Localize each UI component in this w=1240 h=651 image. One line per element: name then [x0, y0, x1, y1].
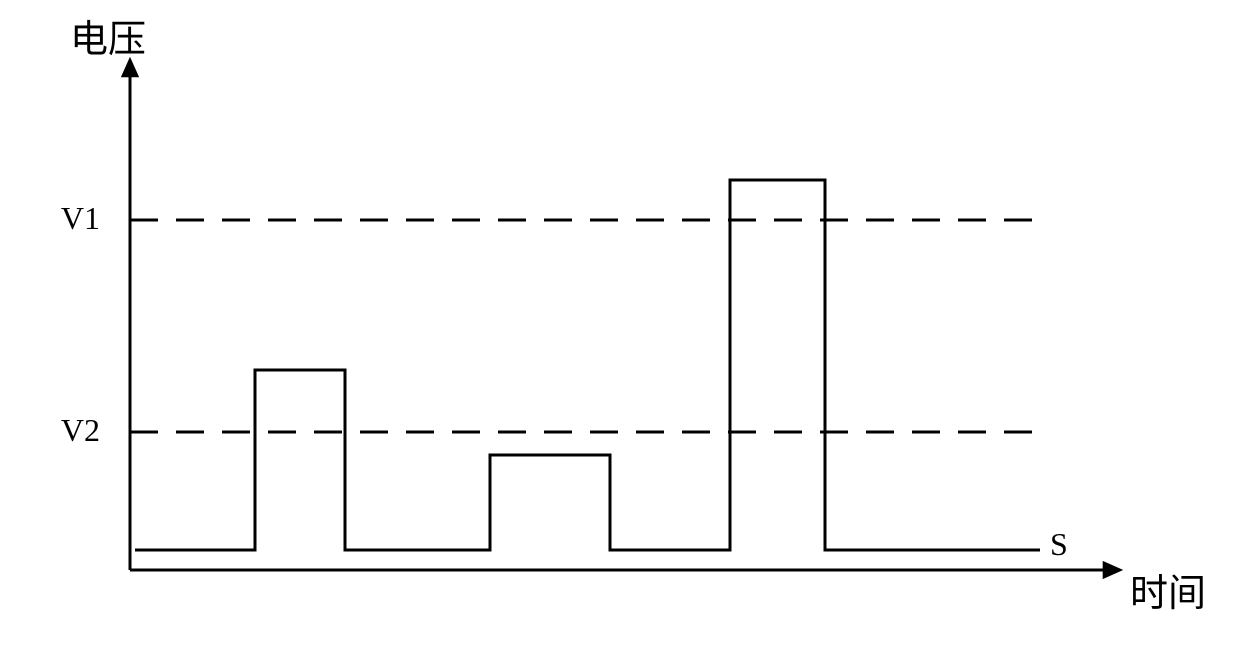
waveform-chart — [0, 0, 1240, 651]
chart-wrapper: 电压 时间 V1 V2 S — [0, 0, 1240, 651]
